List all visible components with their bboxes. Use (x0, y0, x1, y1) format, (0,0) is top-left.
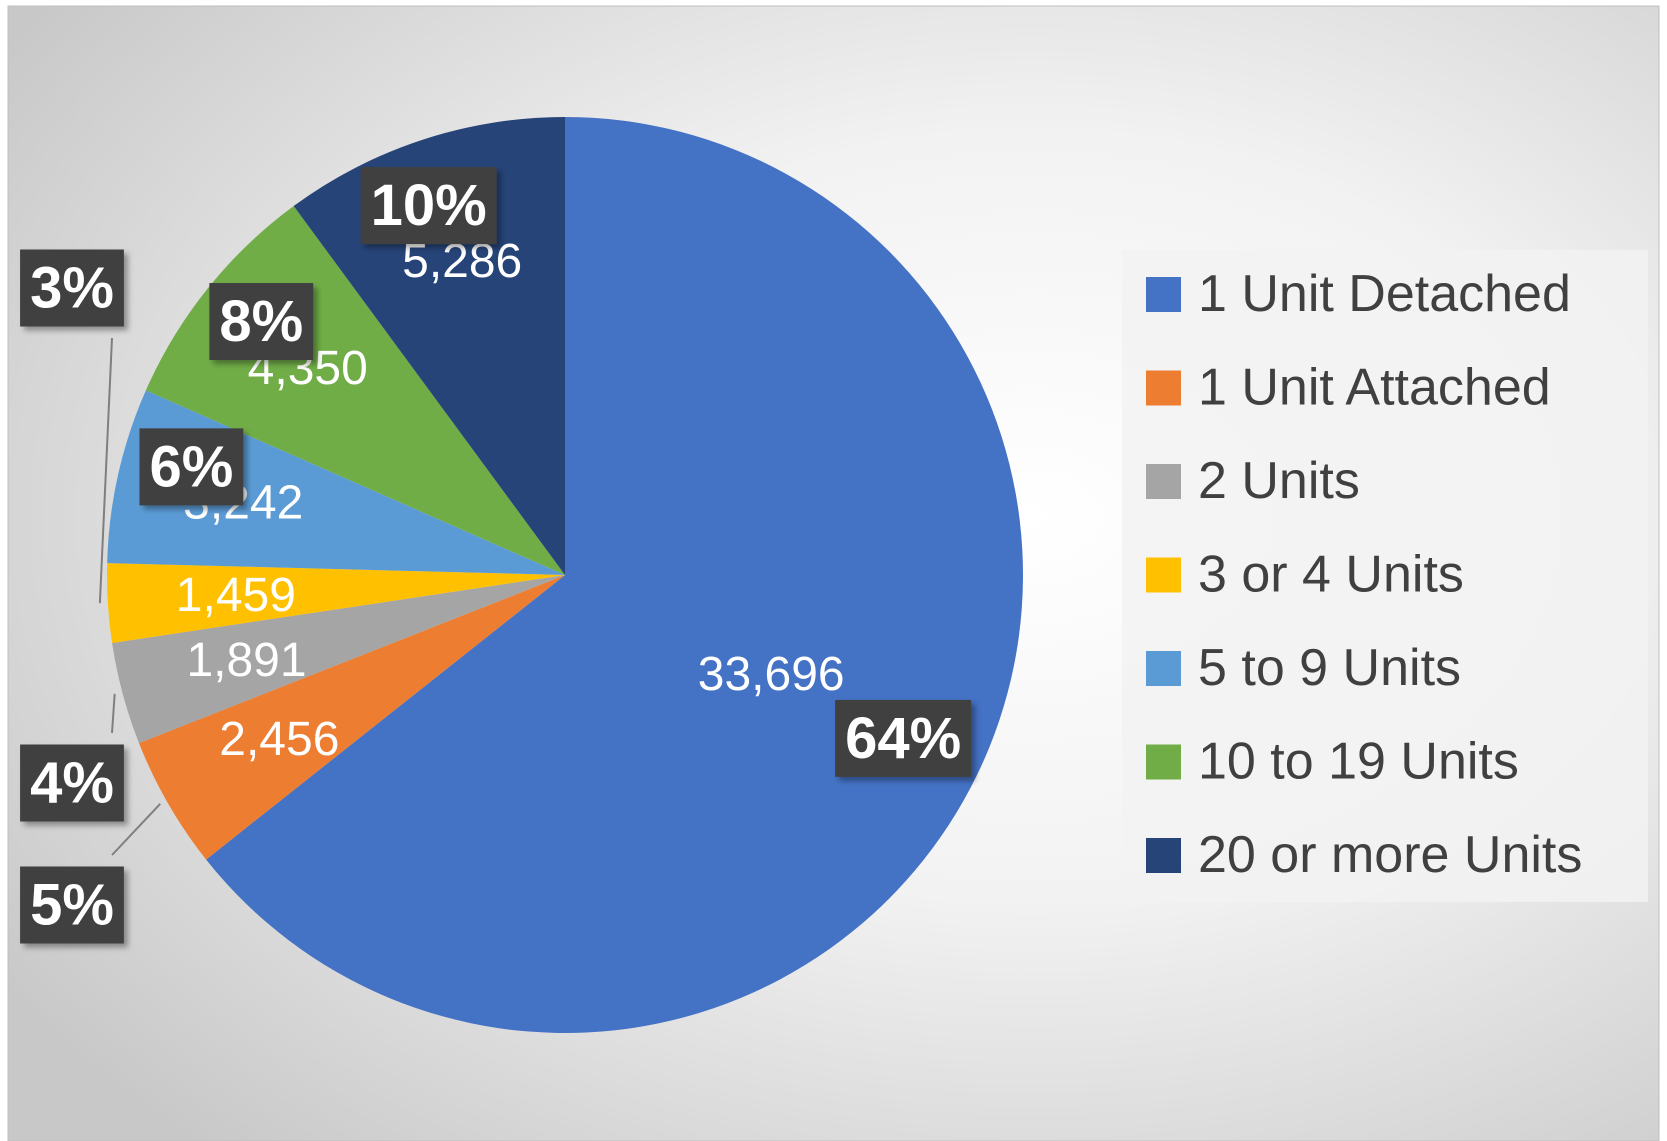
legend-box (1122, 250, 1648, 902)
percent-label: 10% (371, 173, 487, 238)
percent-label-box (20, 866, 124, 944)
pie-slice (112, 575, 565, 744)
legend-label: 1 Unit Attached (1198, 359, 1551, 417)
percent-label-box (139, 428, 244, 506)
leader-line (98, 337, 113, 604)
legend-label: 20 or more Units (1198, 826, 1582, 884)
value-label: 1,459 (176, 569, 296, 622)
value-label: 2,456 (219, 713, 339, 766)
legend-label: 3 or 4 Units (1198, 546, 1464, 604)
percent-label-group: 10% (360, 167, 497, 245)
percent-label-group: 5% (20, 866, 124, 944)
percent-label: 6% (149, 434, 233, 499)
percent-label-group: 4% (20, 744, 124, 822)
percent-label: 5% (30, 873, 114, 938)
percent-label: 8% (219, 289, 303, 354)
value-label: 1,891 (186, 634, 306, 687)
legend-label: 5 to 9 Units (1198, 639, 1461, 697)
percent-label-group: 8% (209, 283, 314, 361)
legend-swatch (1146, 370, 1181, 406)
legend-swatch (1146, 464, 1181, 499)
percent-label-group: 3% (20, 249, 124, 327)
legend-swatch (1146, 651, 1181, 686)
legend-label: 10 to 19 Units (1198, 733, 1519, 791)
value-label: 33,696 (698, 648, 845, 701)
percent-label-box (20, 249, 124, 327)
percent-label: 3% (30, 256, 114, 321)
pie-slice (107, 563, 565, 643)
pie-slice (138, 575, 565, 860)
percent-label: 64% (845, 706, 961, 771)
percent-label-group: 6% (139, 428, 244, 506)
legend-label: 2 Units (1198, 452, 1360, 510)
pie-slice (206, 117, 1024, 1033)
percent-label-box (209, 283, 314, 361)
percent-label: 4% (30, 751, 114, 816)
legend-swatch (1146, 277, 1181, 312)
legend-swatch (1146, 557, 1181, 593)
percent-label-box (20, 744, 124, 822)
leader-line (111, 693, 116, 734)
legend-label: 1 Unit Detached (1198, 265, 1571, 323)
percent-label-group: 64% (835, 699, 972, 777)
leader-line (111, 803, 161, 856)
percent-label-box (360, 167, 497, 245)
legend-swatch (1146, 838, 1181, 873)
percent-label-box (835, 699, 972, 777)
legend-swatch (1146, 744, 1181, 780)
